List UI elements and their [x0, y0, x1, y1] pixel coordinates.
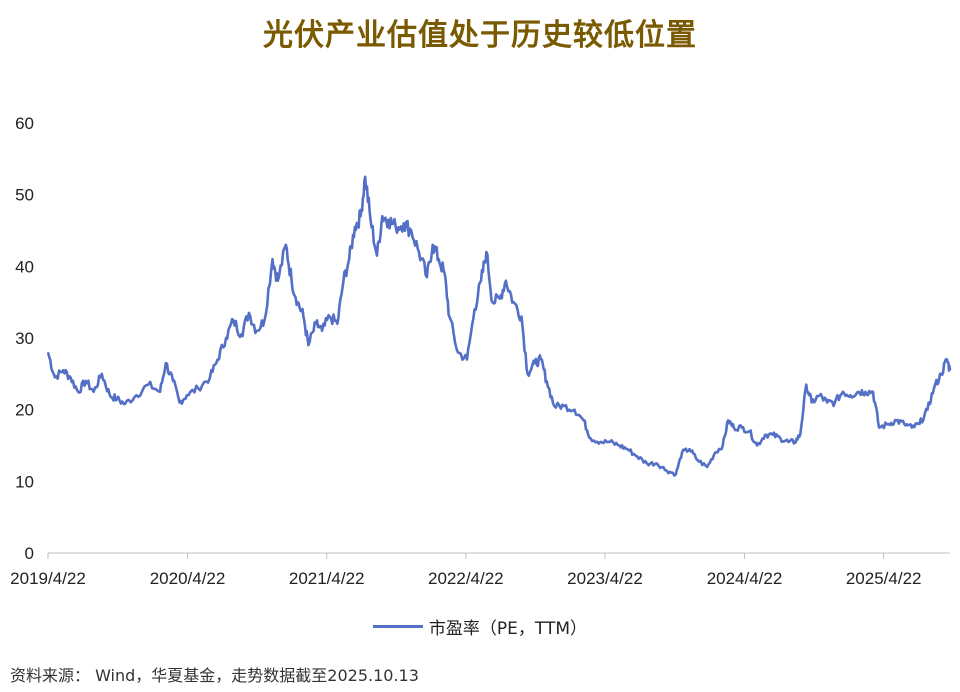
x-tick-label: 2023/4/22	[567, 569, 643, 588]
y-tick-label: 10	[15, 472, 34, 491]
legend-label: 市盈率（PE，TTM）	[428, 619, 588, 639]
legend-swatch	[372, 625, 423, 628]
x-tick-label: 2019/4/22	[10, 569, 86, 588]
y-tick-label: 20	[15, 401, 34, 420]
x-tick-label: 2020/4/22	[150, 569, 226, 588]
y-axis-ticks: 0 10 20 30 40 50 60	[15, 114, 34, 563]
y-tick-label: 30	[15, 329, 34, 348]
x-tick-label: 2021/4/22	[289, 569, 365, 588]
chart-title: 光伏产业估值处于历史较低位置	[263, 18, 697, 53]
series-layer	[46, 175, 952, 477]
x-tick-label: 2022/4/22	[428, 569, 504, 588]
source-note: 资料来源： Wind，华夏基金，走势数据截至2025.10.13	[10, 666, 419, 685]
y-tick-label: 60	[15, 114, 34, 133]
legend: 市盈率（PE，TTM）	[0, 614, 960, 639]
y-tick-label: 50	[15, 186, 34, 205]
x-tick-label: 2025/4/22	[846, 569, 922, 588]
series-line-pe-ttm	[46, 175, 952, 477]
y-tick-label: 40	[15, 257, 34, 276]
y-tick-label: 0	[25, 544, 34, 563]
x-tick-label: 2024/4/22	[707, 569, 783, 588]
x-axis: 2019/4/22 2020/4/22 2021/4/22 2022/4/22 2023…	[10, 552, 950, 588]
